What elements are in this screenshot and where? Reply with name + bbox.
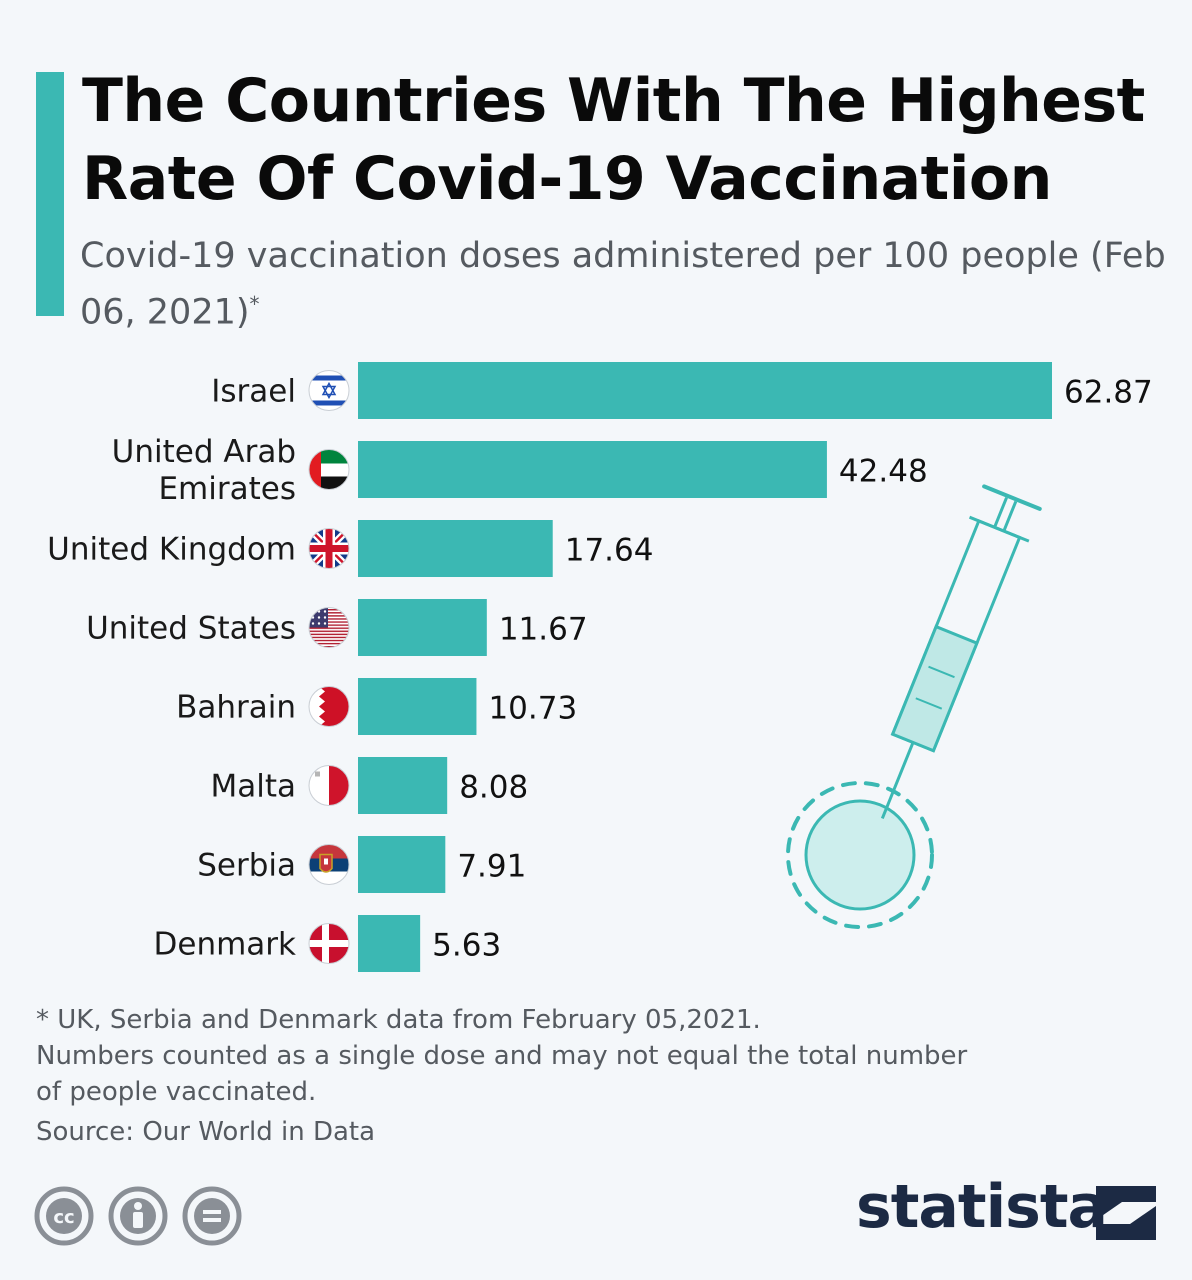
footnote: * UK, Serbia and Denmark data from Febru… bbox=[36, 1002, 1036, 1110]
category-label: Serbia bbox=[197, 848, 296, 884]
footnote-line: of people vaccinated. bbox=[36, 1077, 317, 1107]
value-label: 62.87 bbox=[1064, 375, 1153, 411]
no-derivatives-icon[interactable] bbox=[182, 1186, 242, 1246]
category-label: United Kingdom bbox=[47, 532, 296, 568]
source-link[interactable]: Source: Our World in Data bbox=[36, 1117, 376, 1147]
bar bbox=[358, 362, 1052, 419]
uk-flag-icon bbox=[308, 528, 350, 569]
bar bbox=[358, 678, 477, 735]
bar bbox=[358, 599, 487, 656]
bar bbox=[358, 757, 448, 814]
uae-flag-icon bbox=[308, 449, 350, 490]
bar bbox=[358, 836, 446, 893]
category-label: Israel bbox=[211, 374, 296, 410]
footnote-line: Numbers counted as a single dose and may… bbox=[36, 1041, 968, 1071]
value-label: 10.73 bbox=[488, 691, 577, 727]
value-label: 17.64 bbox=[565, 533, 654, 569]
attribution-icon[interactable] bbox=[108, 1186, 168, 1246]
value-label: 11.67 bbox=[499, 612, 588, 648]
subtitle-footnote-mark: * bbox=[249, 292, 260, 316]
value-label: 42.48 bbox=[839, 454, 928, 490]
israel-flag-icon bbox=[308, 370, 350, 411]
bar bbox=[358, 441, 827, 498]
category-label: Bahrain bbox=[176, 690, 296, 726]
malta-flag-icon bbox=[308, 765, 350, 806]
bar bbox=[358, 520, 553, 577]
chart-subtitle: Covid-19 vaccination doses administered … bbox=[80, 232, 1170, 337]
bahrain-flag-icon bbox=[308, 686, 350, 727]
svg-text:cc: cc bbox=[53, 1207, 74, 1228]
creative-commons-icon[interactable]: cc bbox=[34, 1186, 94, 1246]
chart-title: The Countries With The Highest Rate Of C… bbox=[82, 66, 1145, 214]
category-label: United Arab bbox=[112, 434, 296, 470]
accent-bar bbox=[36, 72, 64, 316]
category-label: Malta bbox=[210, 769, 296, 805]
statista-logo[interactable]: statista bbox=[856, 1172, 1108, 1242]
statista-logo-icon bbox=[1096, 1186, 1156, 1240]
license-icons: cc bbox=[34, 1186, 242, 1246]
category-label: United States bbox=[86, 611, 296, 647]
us-flag-icon bbox=[308, 607, 350, 648]
category-label: Denmark bbox=[154, 927, 297, 963]
denmark-flag-icon bbox=[308, 923, 350, 964]
serbia-flag-icon bbox=[308, 844, 350, 885]
value-label: 7.91 bbox=[457, 849, 526, 885]
syringe-virus-icon bbox=[786, 484, 1042, 929]
value-label: 5.63 bbox=[432, 928, 501, 964]
bar bbox=[358, 915, 421, 972]
subtitle-text: Covid-19 vaccination doses administered … bbox=[80, 236, 1166, 333]
footnote-line: * UK, Serbia and Denmark data from Febru… bbox=[36, 1005, 761, 1035]
category-label: Emirates bbox=[158, 471, 296, 507]
value-label: 8.08 bbox=[459, 770, 528, 806]
